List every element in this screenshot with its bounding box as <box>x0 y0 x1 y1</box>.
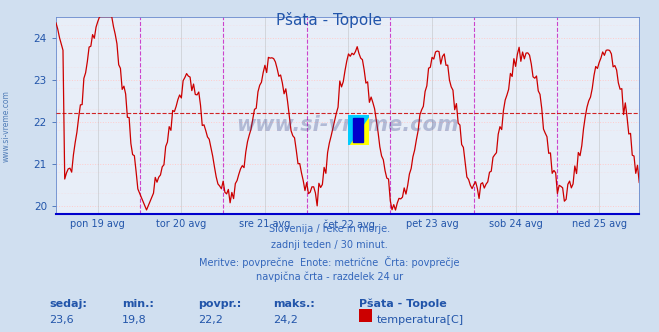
Text: Meritve: povprečne  Enote: metrične  Črta: povprečje: Meritve: povprečne Enote: metrične Črta:… <box>199 256 460 268</box>
Text: 24,2: 24,2 <box>273 315 299 325</box>
Text: 22,2: 22,2 <box>198 315 223 325</box>
Text: povpr.:: povpr.: <box>198 299 241 309</box>
Text: www.si-vreme.com: www.si-vreme.com <box>2 90 11 162</box>
Text: 19,8: 19,8 <box>122 315 147 325</box>
Polygon shape <box>348 115 369 145</box>
Text: www.si-vreme.com: www.si-vreme.com <box>237 115 459 135</box>
Text: zadnji teden / 30 minut.: zadnji teden / 30 minut. <box>271 240 388 250</box>
Text: maks.:: maks.: <box>273 299 315 309</box>
Text: 23,6: 23,6 <box>49 315 74 325</box>
Polygon shape <box>353 118 364 142</box>
Text: sedaj:: sedaj: <box>49 299 87 309</box>
Text: temperatura[C]: temperatura[C] <box>377 315 464 325</box>
Text: min.:: min.: <box>122 299 154 309</box>
Text: Slovenija / reke in morje.: Slovenija / reke in morje. <box>269 224 390 234</box>
Polygon shape <box>348 115 369 145</box>
Text: navpična črta - razdelek 24 ur: navpična črta - razdelek 24 ur <box>256 272 403 283</box>
Text: Pšata - Topole: Pšata - Topole <box>277 12 382 28</box>
Text: Pšata - Topole: Pšata - Topole <box>359 299 447 309</box>
